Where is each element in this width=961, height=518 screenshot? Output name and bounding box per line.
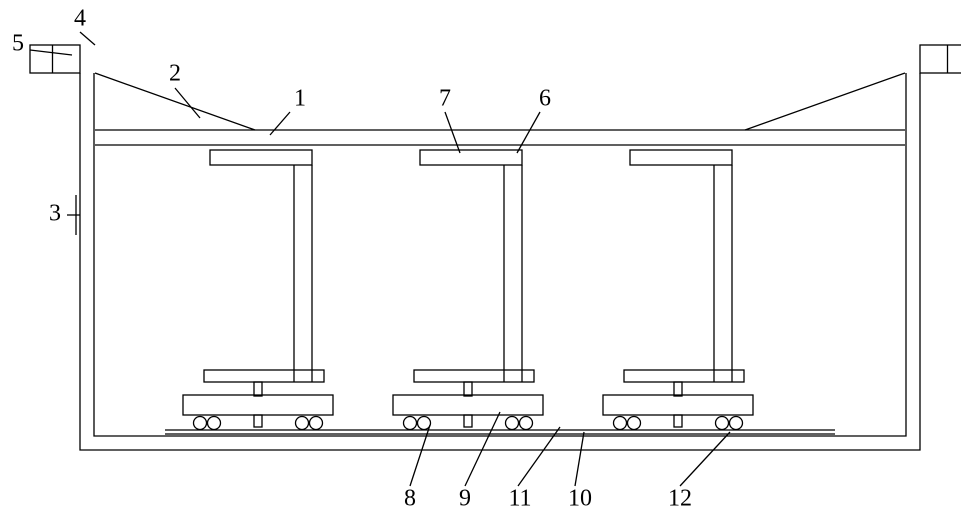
label-6: 6 [539,86,551,112]
label-5: 5 [12,31,24,57]
label-4: 4 [74,6,86,32]
label-9: 9 [459,486,471,512]
label-2: 2 [169,61,181,87]
label-12: 12 [668,486,692,512]
label-8: 8 [404,486,416,512]
label-10: 10 [568,486,592,512]
carriage-1 [183,150,333,430]
bottom-track [165,430,835,434]
label-7: 7 [439,86,451,112]
carriage-3 [603,150,753,430]
label-11: 11 [508,486,531,512]
label-1: 1 [294,86,306,112]
carriage-2 [393,150,543,430]
diagram-root: 5 4 2 1 7 6 3 8 9 11 10 12 [12,6,961,512]
top-rail [95,130,905,145]
slope-guides [95,73,905,130]
container [30,45,961,450]
label-3: 3 [49,201,61,227]
